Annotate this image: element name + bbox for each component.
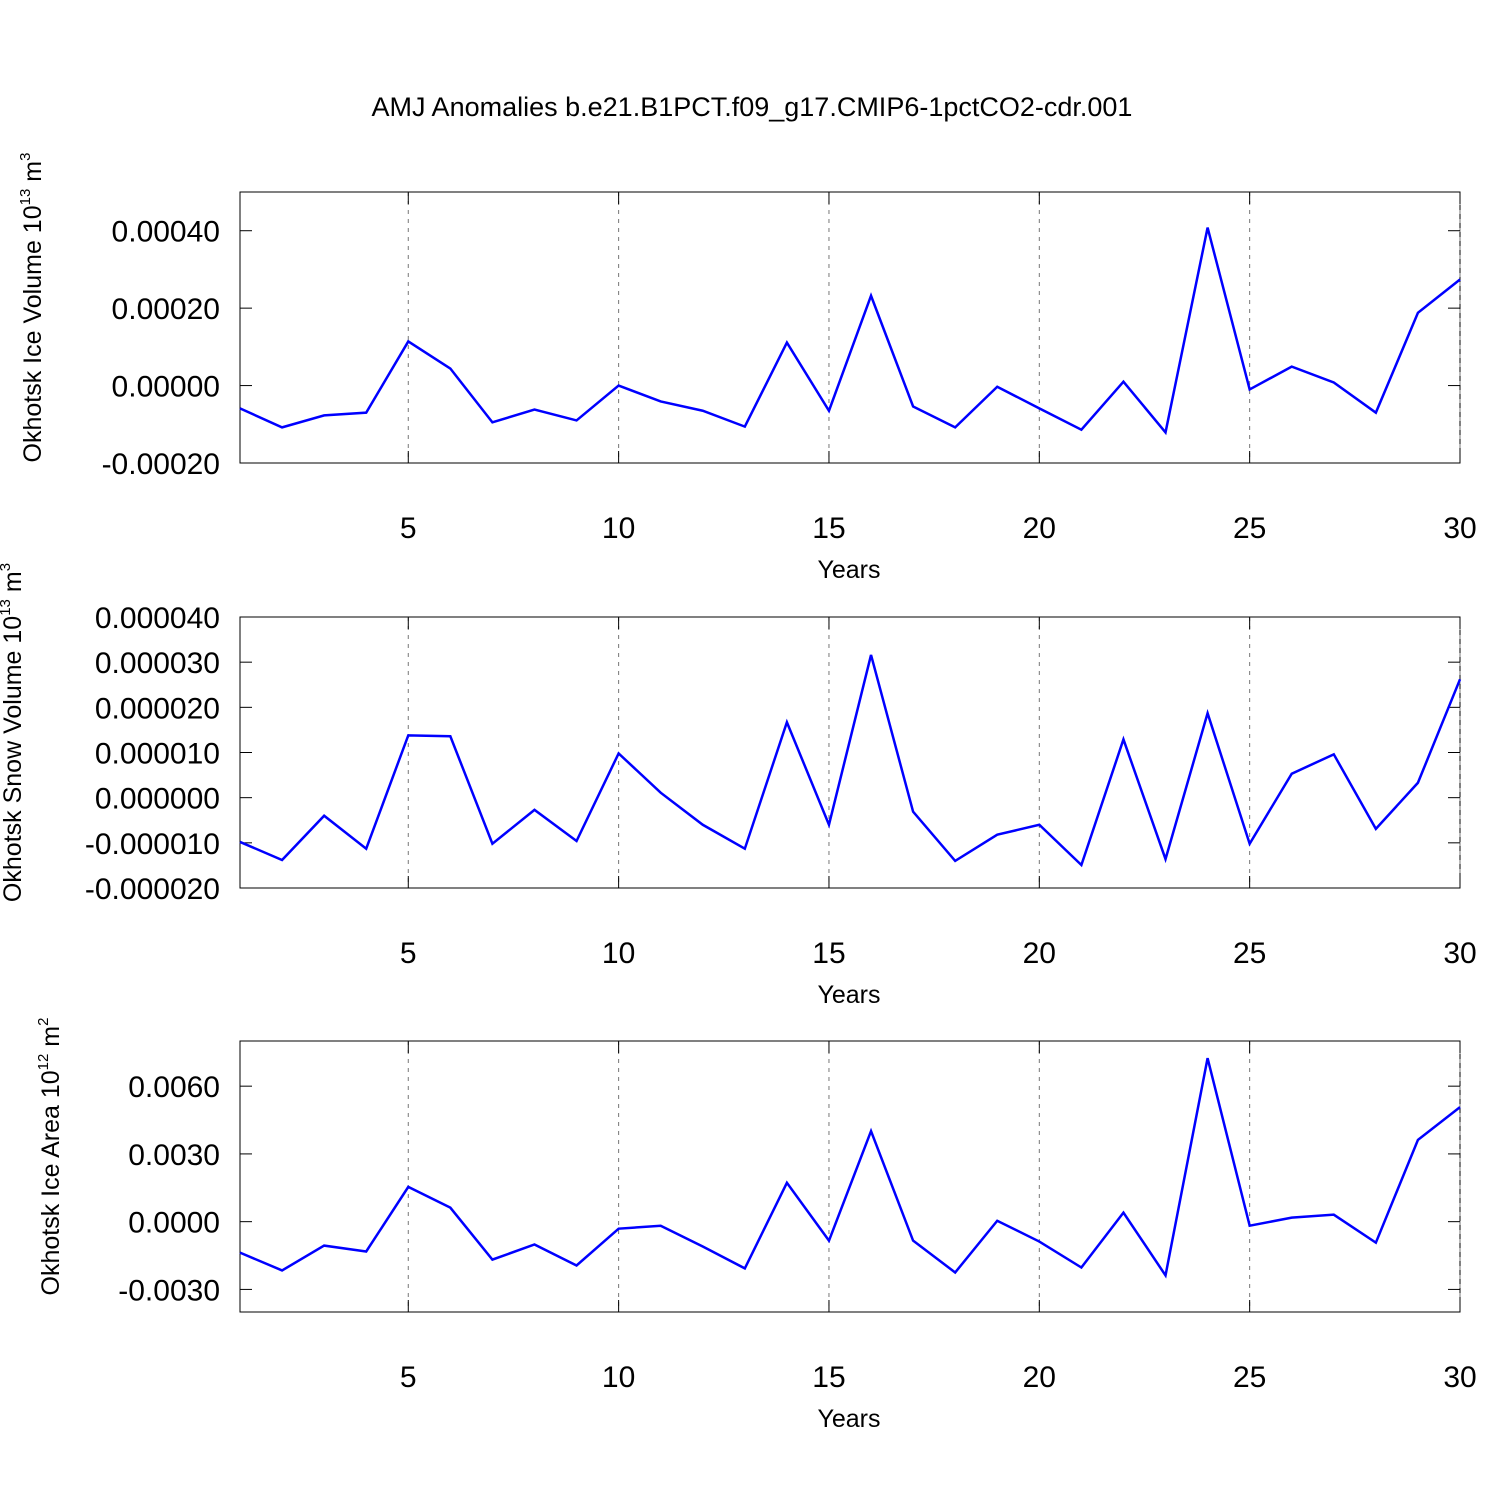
panel: 5 10 15 20 25 30 -0.000020 -0.000010 0.000000 0.0… — [0, 563, 1477, 1009]
figure-title: AMJ Anomalies b.e21.B1PCT.f09_g17.CMIP6-… — [372, 92, 1133, 122]
x-tick-label: 15 — [812, 1361, 845, 1394]
y-tick-label: 0.0000 — [128, 1207, 220, 1240]
y-tick-label: 0.0060 — [128, 1071, 220, 1104]
x-tick-label: 20 — [1023, 1361, 1056, 1394]
x-tick-label: 15 — [812, 512, 845, 545]
panel: 5 10 15 20 25 30 -0.0030 0.0000 0.0030 0.0060 Year… — [35, 1018, 1477, 1433]
y-tick-label: 0.000020 — [95, 692, 220, 725]
x-axis-label: Years — [817, 1405, 880, 1433]
data-line — [239, 1057, 1461, 1279]
y-label-text: m — [19, 161, 47, 182]
panel: 5 10 15 20 25 30 -0.00020 0.00000 0.00020 0.00040… — [17, 153, 1477, 584]
x-tick-label: 5 — [400, 937, 417, 970]
data-line — [239, 227, 1461, 436]
y-label-text: Okhotsk Ice Area 10 — [37, 1070, 65, 1295]
y-tick-label: 0.00000 — [112, 371, 220, 404]
x-tick-label: 15 — [812, 937, 845, 970]
x-axis-label: Years — [817, 556, 880, 584]
x-tick-label: 20 — [1023, 937, 1056, 970]
y-axis-label: Okhotsk Ice Area 1012 m2 — [35, 1018, 65, 1296]
x-tick-label: 30 — [1443, 512, 1476, 545]
y-label-exponent: 3 — [0, 563, 14, 571]
x-tick-label: 5 — [400, 512, 417, 545]
y-label-exponent: 13 — [0, 599, 14, 616]
y-tick-label: 0.000010 — [95, 738, 220, 771]
x-tick-label: 20 — [1023, 512, 1056, 545]
x-tick-label: 25 — [1233, 937, 1266, 970]
y-axis-label: Okhotsk Snow Volume 1013 m3 — [0, 563, 27, 902]
y-label-exponent: 3 — [17, 153, 34, 161]
y-tick-label: -0.000020 — [85, 873, 220, 906]
y-label-text: m — [0, 571, 27, 592]
y-tick-label: 0.00020 — [112, 293, 220, 326]
y-label-exponent: 13 — [17, 189, 34, 206]
x-tick-label: 10 — [602, 937, 635, 970]
x-tick-label: 10 — [602, 1361, 635, 1394]
y-tick-label: 0.000000 — [95, 783, 220, 816]
y-tick-label: 0.00040 — [112, 216, 220, 249]
y-tick-label: -0.0030 — [118, 1274, 220, 1307]
y-axis-label: Okhotsk Ice Volume 1013 m3 — [17, 153, 47, 463]
y-tick-label: 0.000030 — [95, 647, 220, 680]
x-tick-label: 25 — [1233, 512, 1266, 545]
y-label-text: Okhotsk Snow Volume 10 — [0, 616, 27, 902]
x-tick-label: 30 — [1443, 937, 1476, 970]
x-tick-label: 10 — [602, 512, 635, 545]
y-tick-label: 0.0030 — [128, 1139, 220, 1172]
y-tick-label: -0.00020 — [102, 448, 220, 481]
x-tick-label: 30 — [1443, 1361, 1476, 1394]
data-line — [239, 654, 1462, 868]
y-label-text: m — [37, 1026, 65, 1047]
x-axis-label: Years — [817, 981, 880, 1009]
x-tick-label: 5 — [400, 1361, 417, 1394]
y-tick-label: -0.000010 — [85, 828, 220, 861]
y-tick-label: 0.000040 — [95, 602, 220, 635]
y-label-exponent: 2 — [35, 1018, 52, 1026]
x-tick-label: 25 — [1233, 1361, 1266, 1394]
y-label-exponent: 12 — [35, 1054, 52, 1071]
y-label-text: Okhotsk Ice Volume 10 — [19, 205, 47, 462]
